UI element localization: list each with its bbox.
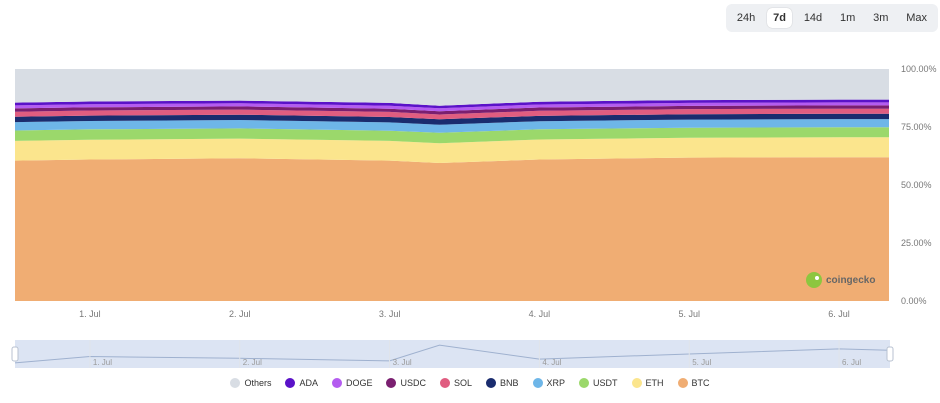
legend-label: XRP xyxy=(546,378,566,388)
navigator-tick-label: 6. Jul xyxy=(842,358,861,367)
watermark-text: coingecko xyxy=(826,274,876,286)
area-series-xrp xyxy=(15,119,889,133)
legend-swatch xyxy=(230,378,241,388)
legend-label: DOGE xyxy=(345,378,373,388)
legend-swatch xyxy=(440,378,450,388)
range-button-7d[interactable]: 7d xyxy=(767,8,792,28)
time-range-selector: 24h 7d 14d 1m 3m Max xyxy=(726,4,938,32)
legend-label: BNB xyxy=(500,378,519,388)
legend-item-usdc[interactable]: USDC xyxy=(386,378,426,388)
legend-item-others[interactable]: Others xyxy=(230,378,271,388)
legend-swatch xyxy=(285,378,296,388)
legend-swatch xyxy=(532,378,543,388)
navigator-tick-label: 5. Jul xyxy=(692,358,711,367)
x-tick-label: 1. Jul xyxy=(79,309,101,319)
area-series-eth xyxy=(15,137,889,163)
legend-swatch xyxy=(677,378,688,388)
range-button-24h[interactable]: 24h xyxy=(736,12,756,24)
legend-swatch xyxy=(631,378,642,388)
navigator-left-handle[interactable] xyxy=(11,346,19,362)
area-series-others xyxy=(15,69,889,106)
area-series-bnb xyxy=(15,113,889,125)
legend-label: Others xyxy=(244,378,272,388)
navigator-line xyxy=(14,344,890,364)
legend-item-eth[interactable]: ETH xyxy=(631,378,664,388)
legend-swatch xyxy=(486,378,497,388)
area-series-doge xyxy=(15,102,889,112)
navigator-tick-label: 2. Jul xyxy=(243,358,262,367)
x-tick-label: 2. Jul xyxy=(229,309,251,319)
legend-item-usdt[interactable]: USDT xyxy=(579,378,618,388)
y-tick-label: 0.00% xyxy=(901,296,927,306)
navigator-tick-label: 4. Jul xyxy=(542,358,561,367)
range-button-max[interactable]: Max xyxy=(906,12,928,24)
range-button-14d[interactable]: 14d xyxy=(803,12,823,24)
chart-legend: Others ADA DOGE USDC SOL BNB XRP USDT ETH BTC xyxy=(0,378,940,388)
area-series-usdt xyxy=(15,127,889,144)
coingecko-logo-icon xyxy=(806,272,822,288)
x-tick-label: 4. Jul xyxy=(529,309,551,319)
legend-swatch xyxy=(331,378,342,388)
legend-label: USDC xyxy=(400,378,426,388)
legend-item-doge[interactable]: DOGE xyxy=(331,378,373,388)
coingecko-watermark: coingecko xyxy=(806,272,875,288)
area-series-usdc xyxy=(15,105,889,115)
legend-item-ada[interactable]: ADA xyxy=(285,378,318,388)
legend-item-bnb[interactable]: BNB xyxy=(486,378,519,388)
range-button-1m[interactable]: 1m xyxy=(840,12,856,24)
range-button-3m[interactable]: 3m xyxy=(873,12,889,24)
y-tick-label: 75.00% xyxy=(901,122,932,132)
legend-label: SOL xyxy=(454,378,473,388)
x-tick-label: 5. Jul xyxy=(678,309,700,319)
x-tick-label: 6. Jul xyxy=(828,309,850,319)
y-tick-label: 25.00% xyxy=(901,238,932,248)
navigator-selected-window[interactable] xyxy=(15,340,890,368)
navigator-right-handle[interactable] xyxy=(886,346,894,362)
legend-label: ETH xyxy=(645,378,664,388)
y-tick-label: 50.00% xyxy=(901,180,932,190)
area-series-btc xyxy=(15,157,889,301)
legend-swatch xyxy=(386,378,397,388)
x-tick-label: 3. Jul xyxy=(379,309,401,319)
legend-label: ADA xyxy=(299,378,318,388)
legend-label: USDT xyxy=(593,378,618,388)
legend-swatch xyxy=(579,378,590,388)
area-series-ada xyxy=(15,99,889,109)
area-series-sol xyxy=(15,108,889,120)
navigator-tick-label: 3. Jul xyxy=(393,358,412,367)
legend-item-xrp[interactable]: XRP xyxy=(532,378,566,388)
y-tick-label: 100.00% xyxy=(901,64,937,74)
legend-label: BTC xyxy=(691,378,710,388)
range-navigator[interactable]: 1. Jul 2. Jul 3. Jul 4. Jul 5. Jul 6. Jul xyxy=(11,340,894,368)
legend-item-sol[interactable]: SOL xyxy=(440,378,472,388)
legend-item-btc[interactable]: BTC xyxy=(677,378,710,388)
navigator-tick-label: 1. Jul xyxy=(93,358,112,367)
